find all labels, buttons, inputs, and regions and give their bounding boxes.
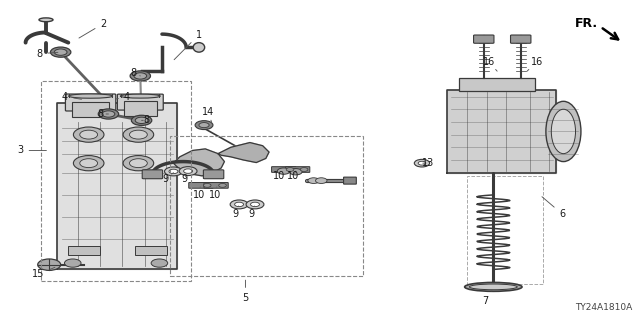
Circle shape — [184, 169, 193, 173]
Ellipse shape — [193, 43, 205, 52]
Text: 16: 16 — [527, 57, 543, 71]
Bar — [41, 81, 191, 281]
FancyBboxPatch shape — [204, 170, 224, 179]
FancyBboxPatch shape — [117, 94, 163, 110]
Text: 7: 7 — [483, 291, 492, 306]
Text: 3: 3 — [17, 146, 47, 156]
Text: 9: 9 — [249, 206, 255, 219]
Circle shape — [123, 127, 154, 142]
Circle shape — [414, 159, 429, 167]
Text: 9: 9 — [233, 206, 239, 219]
Circle shape — [308, 178, 319, 183]
Text: 15: 15 — [32, 267, 55, 279]
Polygon shape — [218, 142, 269, 163]
Circle shape — [418, 161, 426, 165]
Text: 8: 8 — [97, 109, 108, 119]
Circle shape — [199, 123, 209, 128]
Circle shape — [169, 169, 178, 174]
Circle shape — [246, 200, 264, 209]
Text: 16: 16 — [483, 57, 497, 71]
Text: 8: 8 — [36, 49, 58, 59]
Circle shape — [300, 168, 308, 172]
Circle shape — [195, 121, 213, 130]
FancyBboxPatch shape — [271, 167, 296, 172]
Text: 10: 10 — [193, 187, 205, 200]
Circle shape — [235, 202, 244, 207]
Text: 10: 10 — [209, 187, 221, 200]
Circle shape — [54, 49, 67, 55]
Circle shape — [80, 159, 98, 168]
Ellipse shape — [120, 94, 160, 98]
Text: 8: 8 — [141, 115, 149, 125]
Bar — [170, 136, 364, 276]
Text: TY24A1810A: TY24A1810A — [575, 303, 632, 312]
FancyBboxPatch shape — [344, 177, 356, 184]
Circle shape — [74, 156, 104, 171]
Bar — [68, 246, 100, 255]
Text: FR.: FR. — [575, 17, 598, 30]
Text: 6: 6 — [542, 197, 565, 219]
Bar — [135, 246, 167, 255]
Circle shape — [51, 47, 71, 57]
Circle shape — [316, 178, 327, 183]
Text: 4: 4 — [62, 92, 81, 101]
FancyBboxPatch shape — [204, 182, 228, 188]
Polygon shape — [173, 149, 225, 176]
Bar — [467, 176, 543, 284]
FancyBboxPatch shape — [474, 35, 494, 43]
Ellipse shape — [39, 18, 53, 22]
Ellipse shape — [465, 283, 522, 291]
Text: 2: 2 — [79, 19, 106, 38]
Circle shape — [129, 159, 147, 168]
Text: 14: 14 — [202, 108, 214, 123]
Circle shape — [151, 259, 168, 267]
Ellipse shape — [469, 284, 517, 290]
FancyBboxPatch shape — [142, 170, 163, 179]
Circle shape — [123, 156, 154, 171]
FancyBboxPatch shape — [189, 182, 213, 188]
FancyBboxPatch shape — [65, 94, 116, 111]
Circle shape — [38, 259, 61, 270]
Circle shape — [289, 169, 302, 175]
Circle shape — [74, 127, 104, 142]
Polygon shape — [447, 90, 556, 173]
Text: 1: 1 — [174, 30, 202, 60]
Circle shape — [250, 202, 259, 207]
Circle shape — [204, 183, 211, 187]
Circle shape — [130, 71, 150, 81]
Polygon shape — [58, 103, 177, 269]
Text: 5: 5 — [243, 280, 248, 303]
Circle shape — [277, 168, 290, 174]
Ellipse shape — [551, 109, 575, 154]
Text: 10: 10 — [273, 171, 285, 181]
Circle shape — [99, 109, 118, 119]
Bar — [72, 102, 109, 117]
Circle shape — [219, 183, 227, 187]
Text: 9: 9 — [181, 174, 188, 184]
Ellipse shape — [546, 101, 581, 162]
Circle shape — [80, 130, 98, 139]
Circle shape — [164, 167, 182, 176]
Circle shape — [131, 115, 152, 125]
Text: 13: 13 — [422, 158, 435, 168]
Circle shape — [135, 117, 148, 124]
Bar — [124, 101, 157, 116]
Bar — [459, 78, 536, 91]
Ellipse shape — [68, 94, 113, 98]
Circle shape — [65, 259, 81, 267]
Text: 4: 4 — [116, 92, 130, 101]
Circle shape — [179, 167, 197, 176]
FancyBboxPatch shape — [511, 35, 531, 43]
Circle shape — [129, 130, 147, 139]
Circle shape — [230, 200, 248, 209]
Text: 8: 8 — [131, 68, 140, 78]
Circle shape — [134, 73, 147, 79]
Circle shape — [102, 111, 115, 117]
Text: 9: 9 — [163, 173, 173, 184]
Text: 10: 10 — [287, 171, 300, 181]
FancyBboxPatch shape — [285, 167, 310, 172]
Circle shape — [286, 168, 294, 172]
